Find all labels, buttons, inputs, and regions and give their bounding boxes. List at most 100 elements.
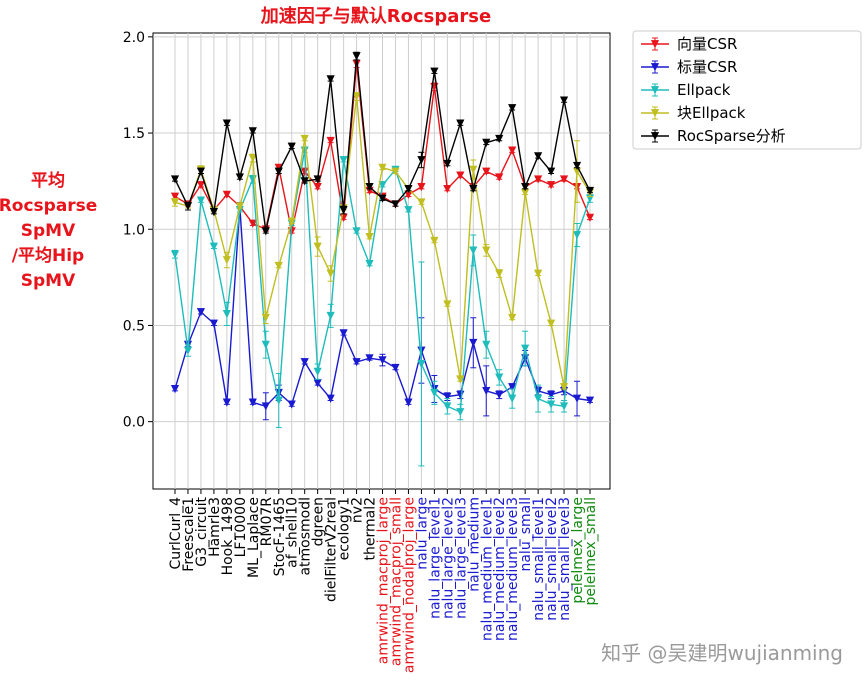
data-point: [534, 269, 543, 278]
data-point: [222, 256, 231, 265]
data-point: [650, 63, 660, 72]
y-axis-label-line: /平均Hip: [12, 245, 84, 266]
data-point: [248, 398, 257, 407]
data-point: [183, 202, 193, 211]
data-point: [339, 206, 348, 215]
data-point: [222, 119, 231, 128]
data-point: [365, 354, 374, 363]
x-tick-label: amrwind_nodalproj_large: [401, 497, 417, 673]
data-point: [300, 358, 309, 367]
x-tick-label: pelelmex_small: [583, 497, 599, 605]
data-point: [559, 402, 569, 411]
x-tick-label: nalu_medium_level1: [479, 497, 495, 641]
x-tick-label: Hamrle3: [207, 497, 223, 557]
x-tick-label: nalu_large: [414, 497, 430, 570]
data-point: [274, 261, 283, 271]
data-point: [404, 398, 413, 407]
data-point: [352, 227, 361, 236]
data-point: [508, 313, 517, 323]
x-tick-label: nalu_small_level1: [531, 497, 547, 621]
data-point: [365, 259, 374, 269]
data-point: [508, 383, 517, 392]
data-point: [508, 146, 517, 155]
data-point: [482, 167, 491, 176]
x-tick-label: nv2: [350, 497, 366, 523]
x-tick-label: amrwind_macproj_large: [376, 497, 392, 664]
data-point: [274, 167, 283, 176]
data-point: [495, 173, 504, 182]
x-tick-label: nalu_large_level3: [453, 497, 469, 619]
data-point: [222, 310, 231, 319]
data-point: [417, 156, 426, 165]
x-tick-label: ecology1: [337, 497, 353, 560]
data-point: [495, 269, 504, 278]
data-point: [443, 402, 452, 411]
data-point: [170, 175, 180, 184]
data-point: [572, 394, 582, 403]
data-point: [378, 194, 387, 203]
data-point: [209, 242, 218, 251]
data-point: [313, 367, 322, 376]
data-point: [313, 183, 322, 192]
x-tick-label: dielFilterV2real: [324, 497, 340, 602]
data-point: [417, 360, 426, 369]
data-point: [378, 181, 387, 190]
data-point: [443, 184, 452, 194]
x-tick-label: nalu_large_level2: [440, 497, 456, 619]
data-point: [404, 184, 413, 194]
data-point: [650, 132, 660, 141]
data-point: [443, 300, 452, 309]
data-point: [326, 269, 335, 278]
data-point: [209, 319, 218, 328]
data-point: [430, 67, 439, 76]
x-tick-label: nalu_small_level2: [544, 497, 560, 621]
legend-label: 块Ellpack: [677, 104, 746, 122]
legend-label: 向量CSR: [677, 35, 737, 53]
series-group: [170, 51, 595, 236]
data-point: [469, 184, 478, 194]
data-point: [261, 340, 270, 349]
data-point: [534, 394, 543, 403]
data-point: [248, 154, 257, 163]
data-point: [559, 96, 569, 105]
data-point: [196, 308, 206, 317]
data-point: [430, 236, 439, 246]
y-tick-label: 0.5: [123, 318, 145, 334]
data-point: [443, 392, 452, 401]
data-point: [585, 396, 595, 405]
data-point: [196, 196, 206, 205]
data-point: [391, 363, 400, 373]
data-point: [508, 394, 517, 403]
data-point: [534, 152, 543, 161]
data-point: [196, 181, 206, 190]
data-point: [495, 134, 504, 144]
data-point: [482, 386, 491, 396]
data-point: [572, 231, 582, 240]
data-point: [170, 192, 180, 201]
y-tick-label: 2.0: [123, 30, 145, 46]
series-group: [170, 146, 595, 467]
data-point: [261, 313, 270, 323]
data-point: [326, 394, 335, 403]
series-layer: [170, 51, 595, 467]
data-point: [300, 177, 309, 186]
data-point: [469, 338, 478, 348]
data-point: [559, 175, 569, 184]
data-point: [287, 217, 296, 226]
data-point: [274, 396, 283, 405]
x-tick-label: LF10000: [233, 497, 249, 557]
data-point: [261, 402, 270, 411]
x-tick-label: Freescale1: [181, 497, 197, 572]
data-point: [417, 183, 426, 192]
data-point: [235, 173, 244, 182]
data-point: [521, 344, 530, 353]
x-tick-label: thermal2: [363, 497, 379, 561]
y-axis-label-line: Rocsparse: [0, 196, 97, 216]
data-point: [572, 161, 582, 171]
legend-box: [632, 30, 862, 150]
data-point: [235, 202, 244, 211]
data-point: [326, 136, 335, 146]
x-tick-label: af_shell10: [285, 497, 301, 568]
x-tick-label: Hook_1498: [220, 497, 236, 575]
y-tick-label: 1.5: [123, 126, 145, 142]
